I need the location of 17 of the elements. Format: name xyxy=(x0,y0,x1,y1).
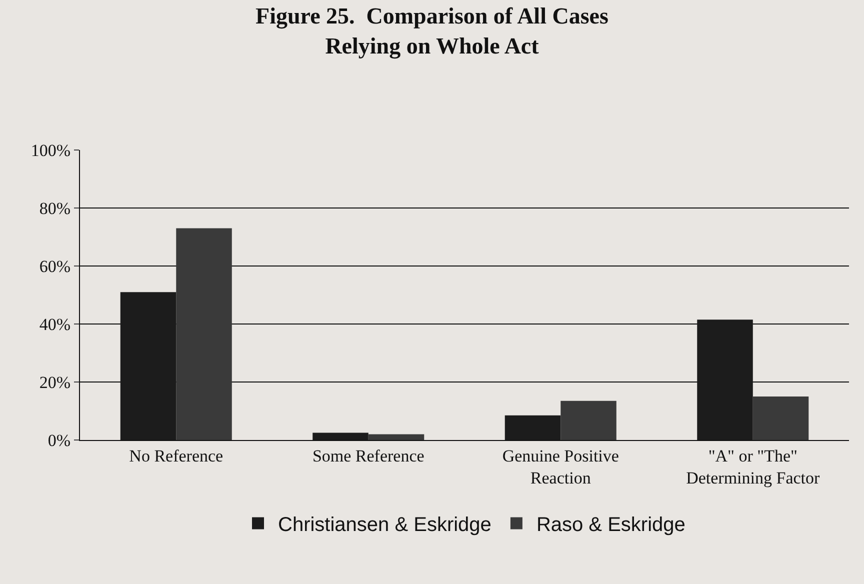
y-tick-label: 60% xyxy=(39,256,71,276)
y-tick-label: 40% xyxy=(39,314,71,334)
y-tick-label: 0% xyxy=(48,430,71,450)
y-tick-label: 80% xyxy=(39,198,71,218)
y-tick-label: 100% xyxy=(30,140,71,160)
bar xyxy=(368,434,424,440)
legend-label: Raso & Eskridge xyxy=(536,514,686,536)
y-tick-label: 20% xyxy=(39,372,71,392)
bar xyxy=(752,396,809,440)
x-tick-label: No Reference xyxy=(129,446,224,466)
x-tick-label: Genuine Positive Reaction xyxy=(502,446,619,488)
legend-label: Christiansen & Eskridge xyxy=(278,514,492,536)
bar xyxy=(560,400,616,440)
x-tick-label: "A" or "The" Determining Factor xyxy=(686,446,820,488)
chart-title: Figure 25. Comparison of All Cases Relying on Whole Act xyxy=(256,3,608,60)
bar xyxy=(176,228,232,440)
x-tick-label: Some Reference xyxy=(312,446,424,466)
